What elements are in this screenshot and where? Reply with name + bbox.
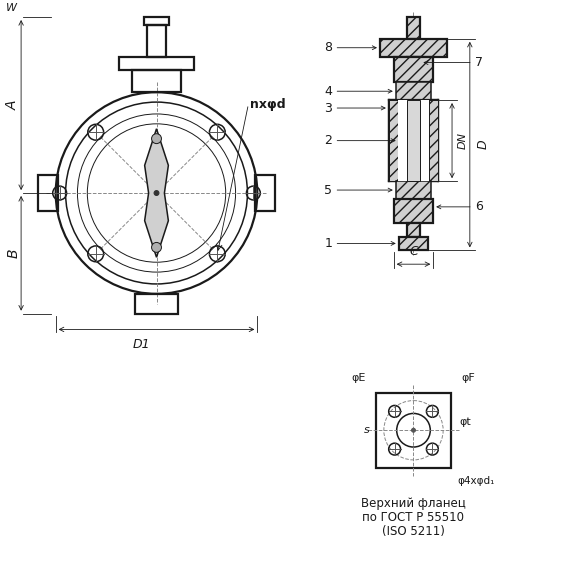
Text: φt: φt bbox=[459, 417, 471, 428]
Text: A: A bbox=[6, 100, 20, 110]
Circle shape bbox=[152, 242, 161, 253]
Bar bbox=[135, 294, 178, 314]
Circle shape bbox=[152, 134, 161, 144]
Bar bbox=[429, 100, 438, 181]
Text: 7: 7 bbox=[475, 56, 483, 69]
Circle shape bbox=[154, 190, 159, 196]
Bar bbox=[406, 17, 421, 39]
Bar bbox=[389, 100, 438, 181]
Text: D: D bbox=[477, 140, 490, 149]
Bar bbox=[406, 100, 421, 181]
Text: 8: 8 bbox=[324, 41, 332, 54]
Text: W: W bbox=[6, 3, 17, 13]
Text: по ГОСТ Р 55510: по ГОСТ Р 55510 bbox=[363, 511, 465, 524]
Text: φE: φE bbox=[352, 373, 366, 383]
Text: 4: 4 bbox=[324, 85, 332, 97]
Text: B: B bbox=[6, 249, 20, 258]
Bar bbox=[396, 82, 431, 100]
Text: s: s bbox=[364, 425, 370, 435]
Bar bbox=[376, 393, 451, 468]
Bar bbox=[146, 25, 166, 56]
Text: 5: 5 bbox=[324, 184, 332, 197]
Bar bbox=[406, 223, 421, 237]
Bar bbox=[380, 39, 447, 56]
Text: 6: 6 bbox=[475, 201, 483, 213]
Text: (ISO 5211): (ISO 5211) bbox=[382, 525, 445, 538]
Bar bbox=[389, 100, 398, 181]
Text: 2: 2 bbox=[324, 134, 332, 147]
Bar bbox=[398, 237, 428, 250]
Bar bbox=[394, 56, 433, 82]
Bar bbox=[255, 175, 275, 211]
Circle shape bbox=[412, 428, 416, 432]
Text: C: C bbox=[409, 245, 418, 258]
Bar bbox=[406, 56, 421, 75]
Bar bbox=[38, 175, 58, 211]
Text: 1: 1 bbox=[324, 237, 332, 250]
Bar bbox=[132, 71, 181, 92]
Bar bbox=[398, 100, 429, 181]
Bar bbox=[398, 132, 428, 149]
Text: nxφd: nxφd bbox=[250, 97, 286, 111]
Text: Верхний фланец: Верхний фланец bbox=[361, 498, 466, 511]
Text: φ4xφd₁: φ4xφd₁ bbox=[457, 476, 494, 486]
Text: 3: 3 bbox=[324, 101, 332, 115]
Bar bbox=[119, 56, 194, 71]
Polygon shape bbox=[145, 129, 168, 257]
Text: D1: D1 bbox=[133, 339, 150, 351]
Text: φF: φF bbox=[461, 373, 475, 383]
Bar bbox=[144, 17, 169, 25]
Text: DN: DN bbox=[458, 132, 468, 149]
Bar bbox=[394, 199, 433, 223]
Bar bbox=[396, 181, 431, 199]
